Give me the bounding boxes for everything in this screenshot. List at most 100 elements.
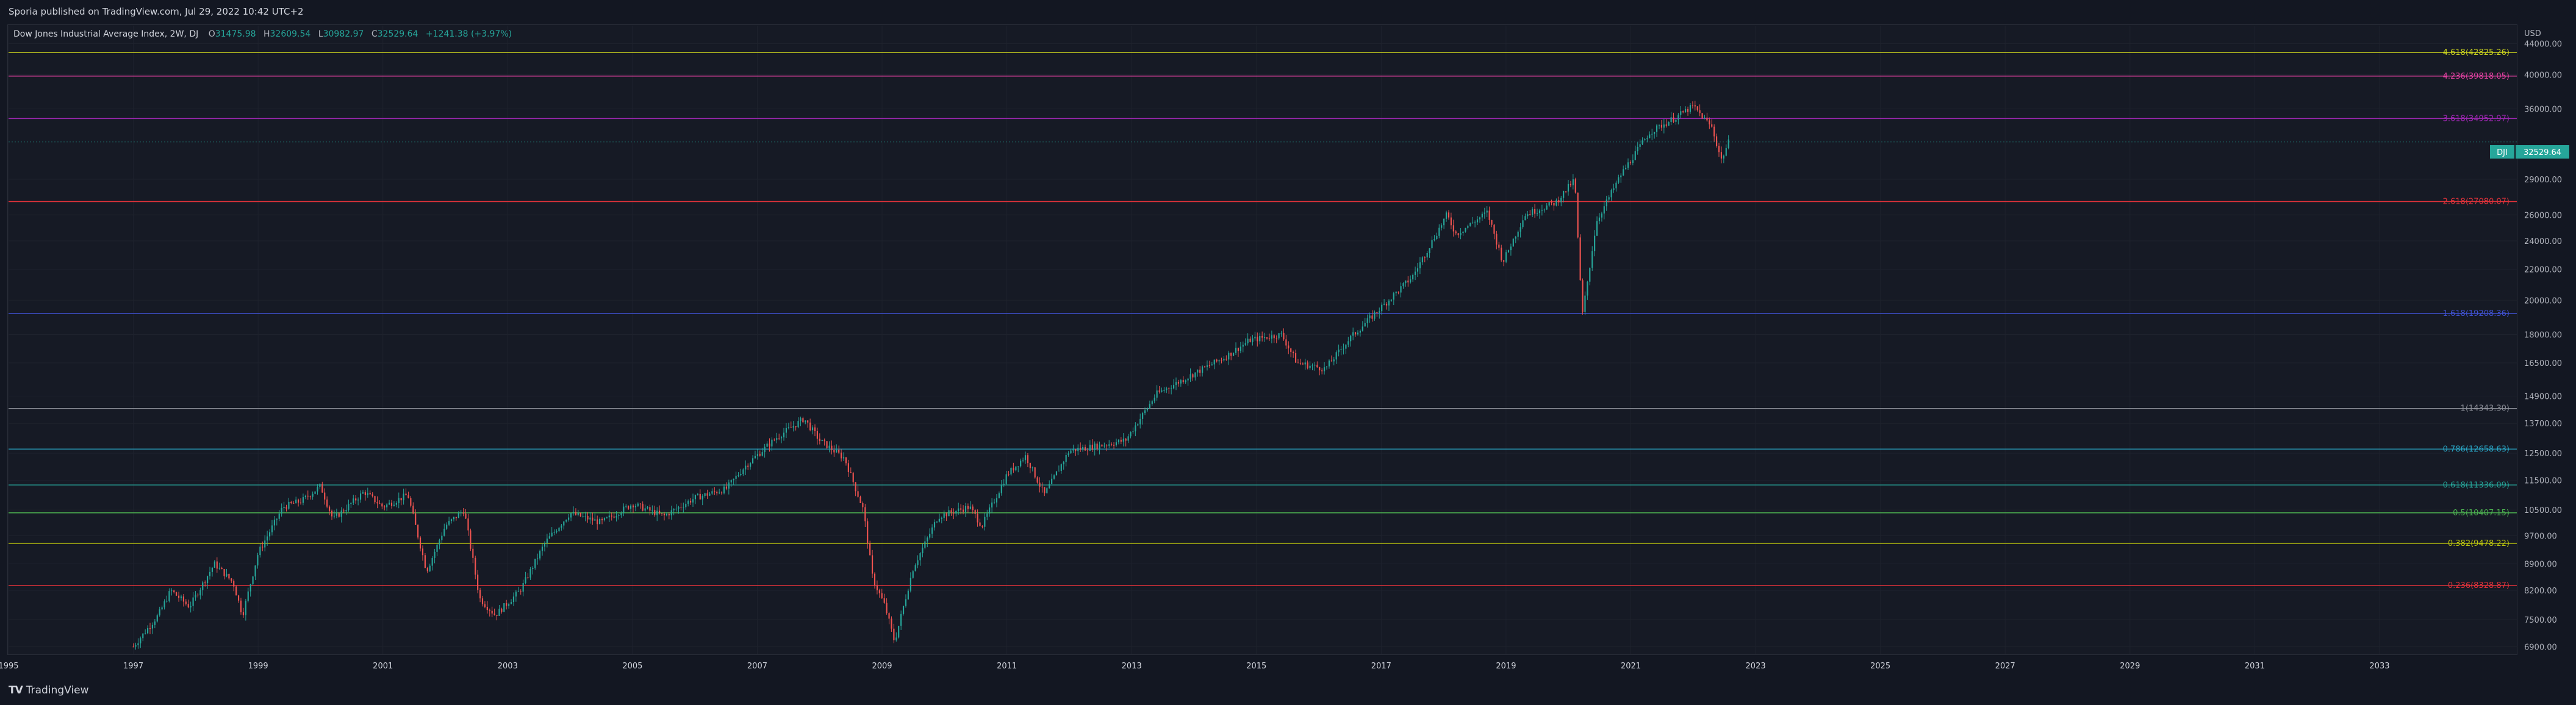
candle-body: [891, 618, 892, 629]
candle-body: [156, 615, 158, 622]
candle-body: [1460, 233, 1462, 235]
candle-body: [1426, 252, 1428, 258]
candle-body: [1584, 295, 1586, 312]
candle-body: [1421, 257, 1423, 263]
candle-body: [805, 420, 806, 423]
candle-body: [701, 496, 703, 499]
candle-body: [1163, 390, 1165, 391]
candle-body: [1175, 382, 1177, 385]
candle-body: [948, 510, 950, 517]
fibonacci-levels: 4.618(42825.26) 4.236(39818.05) 3.618(3495…: [9, 48, 2517, 590]
candle-body: [1484, 212, 1485, 214]
y-tick-label: 11500.00: [2524, 477, 2562, 486]
candle-body: [823, 440, 825, 442]
x-tick-label: 2001: [373, 662, 393, 671]
candle-body: [917, 560, 919, 565]
candle-body: [379, 503, 381, 504]
fib-level-label: 4.618(42825.26): [2443, 48, 2510, 57]
candle-body: [1598, 217, 1601, 221]
candle-body: [1094, 443, 1096, 450]
candle-body: [271, 525, 273, 532]
candle-body: [1450, 217, 1452, 226]
candle-body: [967, 506, 969, 509]
candle-body: [977, 514, 978, 523]
tradingview-logo[interactable]: TV TradingView: [9, 684, 88, 696]
candle-body: [1555, 200, 1557, 206]
candle-body: [1651, 134, 1653, 135]
candle-body: [871, 555, 874, 574]
candle-body: [317, 487, 318, 492]
candle-body: [733, 479, 734, 481]
candle-body: [539, 551, 541, 559]
y-tick-label: 6900.00: [2524, 643, 2557, 652]
candle-body: [620, 513, 622, 515]
candle-body: [359, 493, 362, 500]
candle-body: [353, 498, 354, 503]
candle-body: [881, 593, 883, 599]
candle-body: [723, 486, 725, 493]
candle-body: [288, 501, 290, 509]
candle-body: [709, 493, 711, 496]
candle-body: [1660, 124, 1662, 128]
candle-body: [168, 591, 170, 601]
candle-body: [1524, 216, 1526, 221]
candle-body: [1340, 349, 1342, 350]
candle-body: [1003, 484, 1005, 485]
candle-body: [1156, 390, 1158, 398]
candle-body: [1538, 210, 1541, 213]
candle-body: [1096, 443, 1098, 449]
candle-body: [1641, 140, 1643, 145]
candle-body: [415, 513, 417, 525]
candle-body: [211, 567, 213, 572]
candle-body: [943, 513, 945, 518]
candle-body: [517, 591, 519, 592]
candle-body: [1696, 106, 1698, 110]
candle-body: [312, 493, 314, 497]
published-text: Sporia published on TradingView.com, Jul…: [9, 6, 304, 17]
candle-body: [1685, 109, 1687, 113]
candle-body: [1182, 380, 1184, 382]
candle-body: [187, 604, 189, 608]
candle-body: [252, 576, 254, 584]
candle-body: [132, 646, 134, 648]
candle-body: [1709, 120, 1710, 124]
candle-body: [207, 576, 209, 584]
low-key: L: [318, 29, 323, 39]
candle-body: [503, 603, 505, 612]
candle-body: [1120, 440, 1122, 442]
candle-body: [924, 541, 926, 548]
candle-body: [1218, 360, 1220, 362]
y-axis: USD 44000.00 40000.00 36000.00 29000.00 2600…: [2524, 29, 2562, 652]
candle-body: [1168, 388, 1170, 389]
candle-body: [797, 421, 799, 428]
candle-body: [1620, 175, 1622, 177]
candle-body: [350, 503, 352, 504]
candle-body: [137, 643, 139, 646]
candle-body: [1347, 341, 1349, 345]
candle-body: [525, 577, 526, 584]
candle-body: [403, 493, 404, 501]
y-axis-unit: USD: [2524, 29, 2541, 38]
close-key: C: [371, 29, 378, 39]
candle-body: [644, 508, 646, 511]
candle-body: [1350, 335, 1352, 342]
candle-body: [1122, 438, 1124, 442]
candle-body: [512, 596, 515, 603]
candle-body: [864, 507, 866, 521]
candle-body: [986, 514, 988, 517]
candle-body: [1082, 447, 1084, 450]
candle-body: [1637, 146, 1638, 152]
candle-body: [1510, 246, 1512, 251]
candle-body: [1311, 365, 1313, 367]
candle-body: [589, 517, 591, 520]
candle-body: [1476, 219, 1479, 223]
candle-body: [886, 603, 888, 614]
y-tick-label: 20000.00: [2524, 296, 2562, 306]
candle-body: [842, 457, 845, 459]
candle-body: [249, 584, 251, 592]
candle-body: [1015, 466, 1017, 471]
candle-body: [1187, 378, 1189, 381]
candle-body: [800, 418, 802, 421]
candle-body: [1194, 372, 1196, 378]
